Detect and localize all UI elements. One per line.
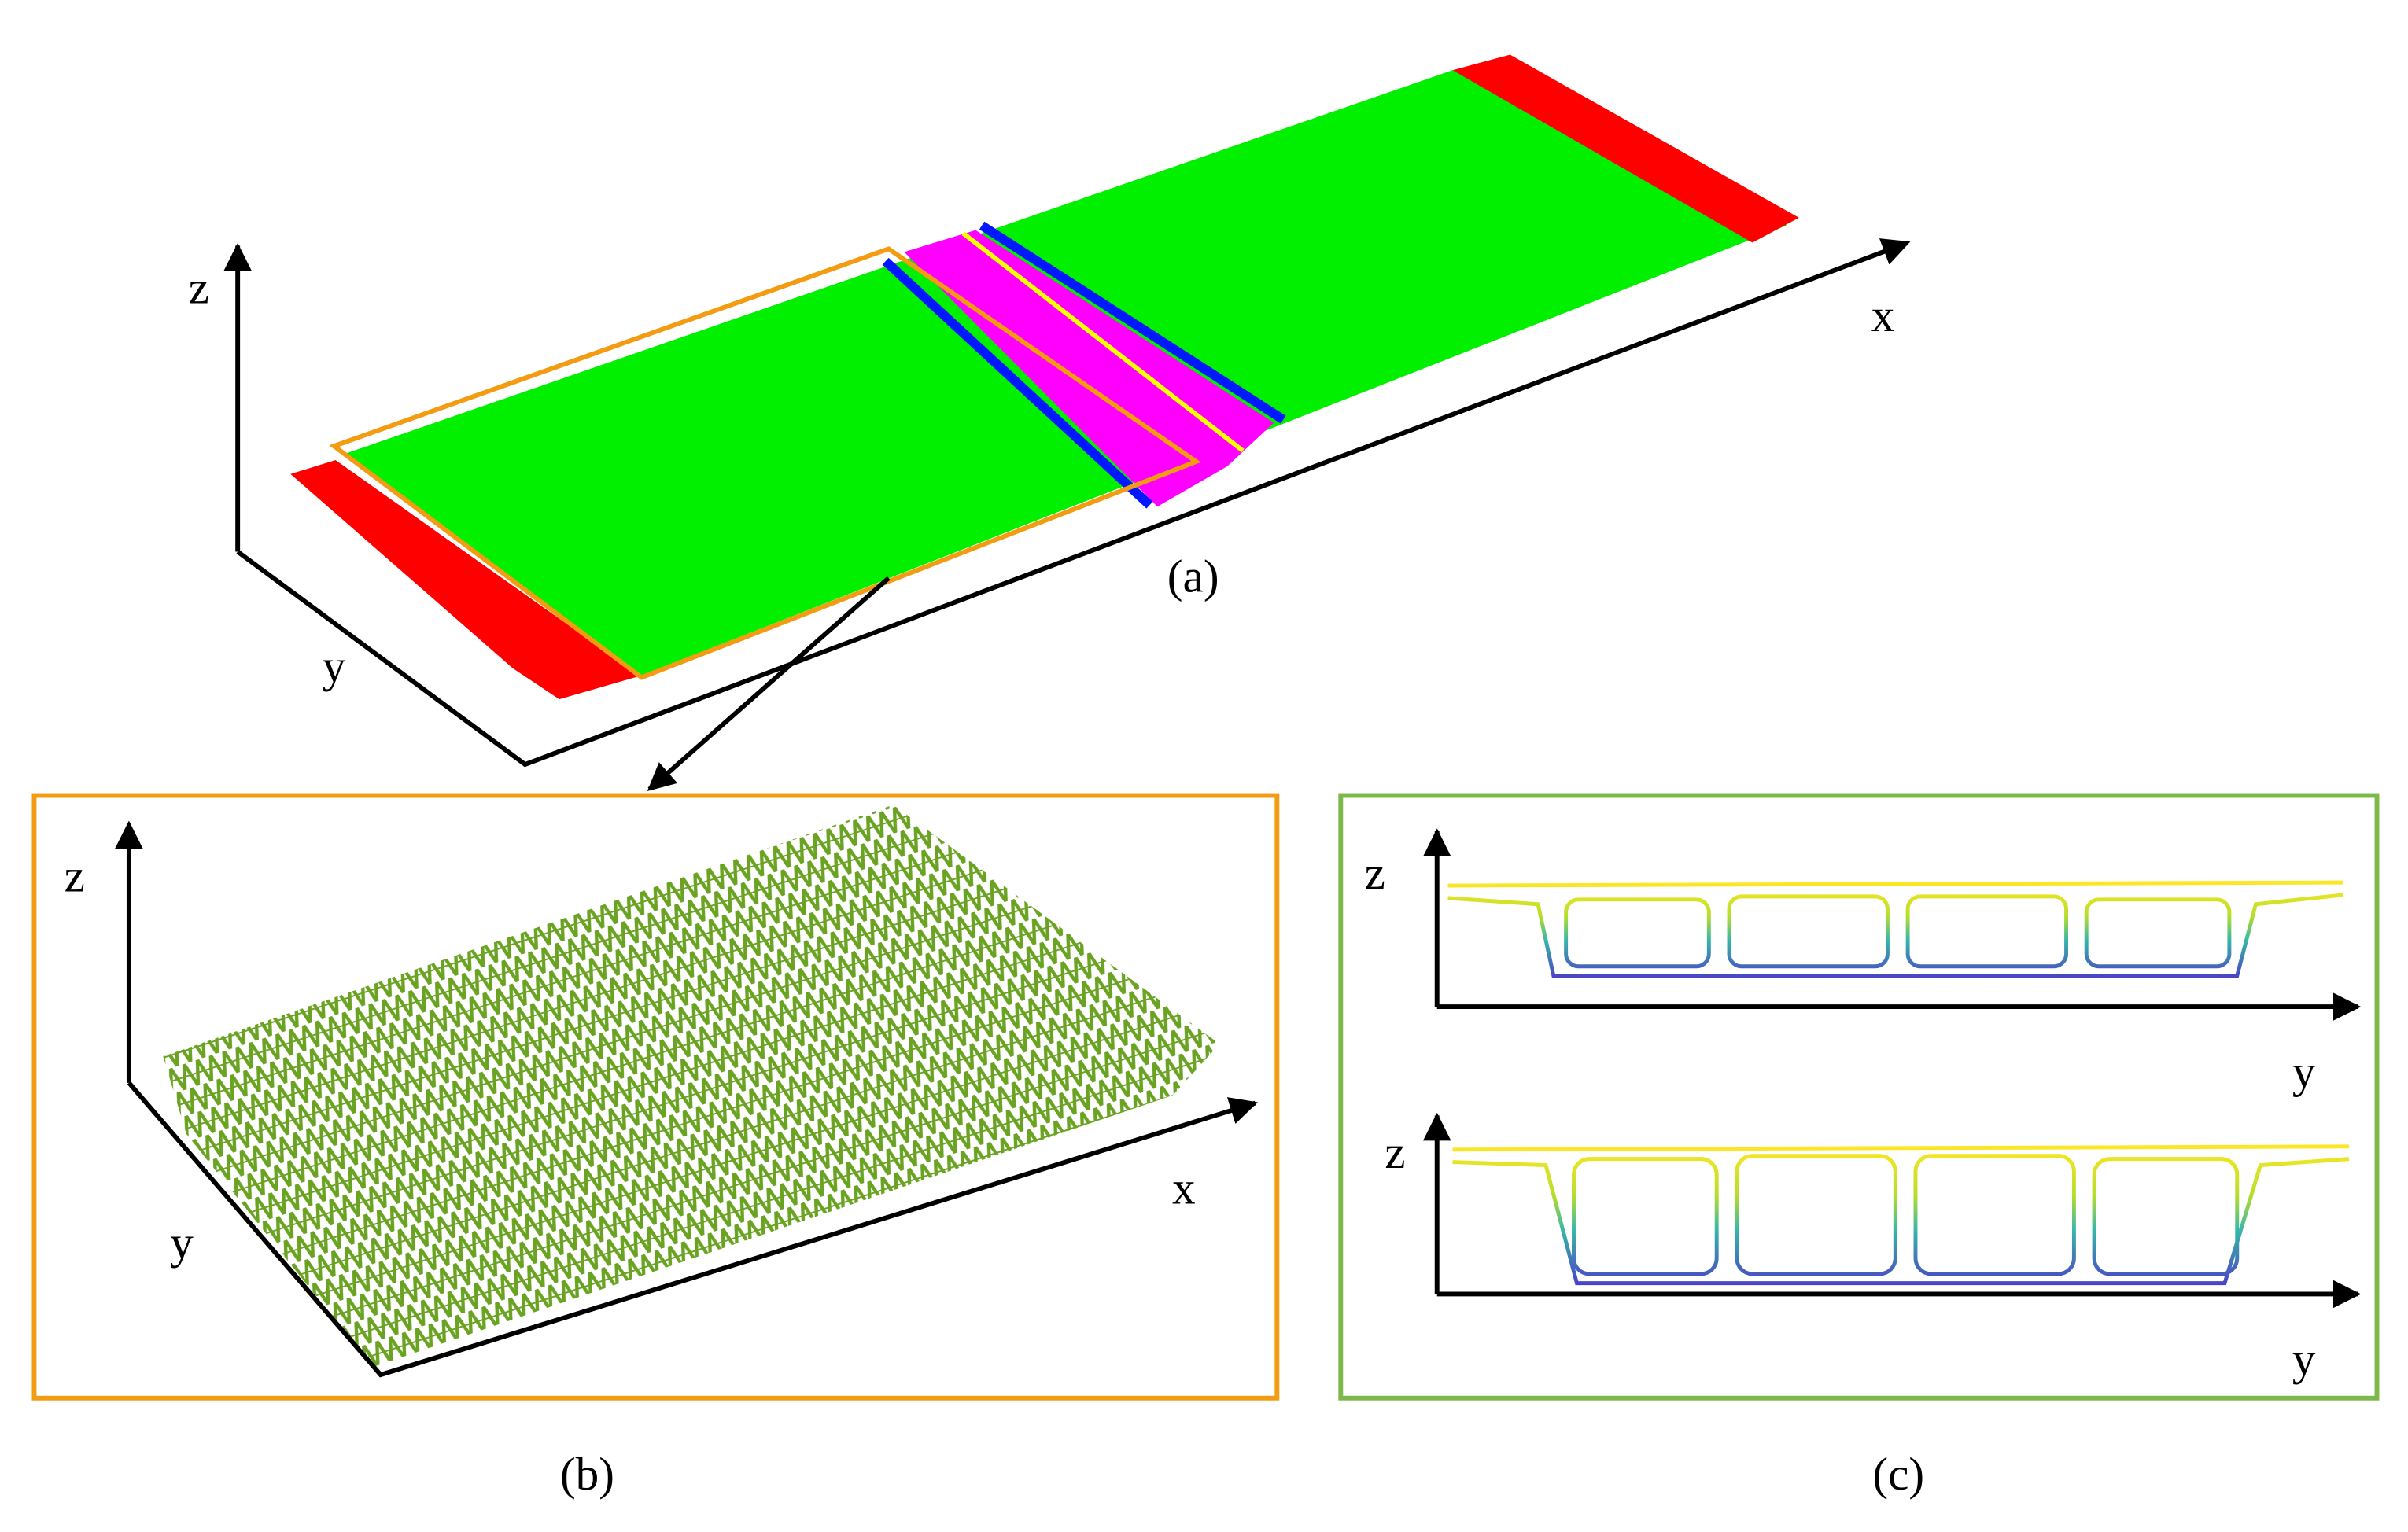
arrow bbox=[647, 576, 891, 791]
axis bbox=[236, 238, 1911, 768]
frame bbox=[31, 793, 1280, 1401]
strip bbox=[979, 221, 1286, 424]
cell bbox=[2084, 897, 2232, 969]
axis-label: z bbox=[1365, 847, 1385, 899]
cell bbox=[1735, 1154, 1897, 1276]
cell bbox=[1727, 894, 1890, 969]
strip bbox=[961, 231, 1245, 453]
axis-label: z bbox=[1385, 1126, 1405, 1178]
red-end bbox=[290, 459, 640, 700]
joint bbox=[904, 230, 1274, 507]
red-end bbox=[1452, 54, 1799, 243]
cell bbox=[1572, 1157, 1719, 1276]
cell bbox=[1905, 894, 2069, 969]
caption: (a) bbox=[1167, 551, 1219, 602]
panel-b: z y x (b) bbox=[31, 793, 1280, 1500]
axis-label: y bbox=[323, 640, 346, 692]
outline bbox=[1452, 1144, 2350, 1286]
axis bbox=[127, 1081, 1259, 1378]
axis-label: y bbox=[170, 1217, 194, 1269]
axis-label: x bbox=[1172, 1162, 1196, 1214]
point-cloud bbox=[163, 805, 1220, 1368]
axis-label: z bbox=[189, 261, 209, 313]
cell bbox=[1564, 897, 1711, 969]
frame bbox=[1338, 793, 2380, 1401]
cross-section bbox=[1447, 880, 2343, 978]
outline bbox=[1447, 880, 2343, 978]
panel-a: z y x (a) bbox=[189, 54, 1911, 791]
cross-section bbox=[1452, 1144, 2350, 1286]
cell bbox=[1913, 1154, 2076, 1276]
cell bbox=[2092, 1157, 2240, 1276]
panel-c: z y z y (c) bbox=[1338, 793, 2380, 1500]
strip bbox=[882, 257, 1153, 509]
axis-label: z bbox=[65, 850, 85, 902]
axis-label: x bbox=[1871, 289, 1895, 341]
axis-label: y bbox=[2292, 1046, 2316, 1098]
caption: (b) bbox=[560, 1448, 614, 1500]
axis-label: y bbox=[2292, 1333, 2316, 1385]
caption: (c) bbox=[1872, 1448, 1924, 1500]
selection-box bbox=[329, 246, 1201, 680]
